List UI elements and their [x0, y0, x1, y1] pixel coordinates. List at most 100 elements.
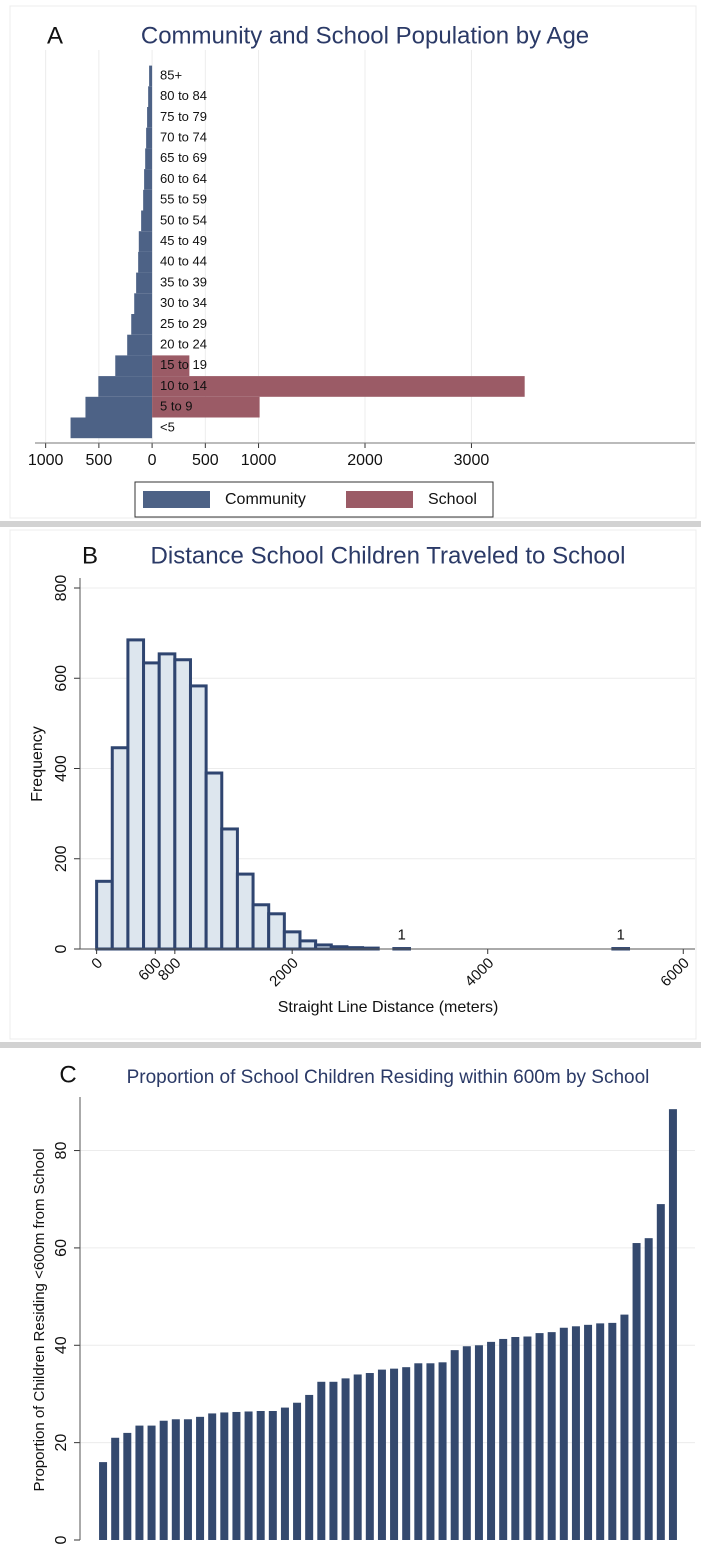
bar — [305, 1394, 314, 1540]
bar — [220, 1412, 229, 1540]
bar — [147, 1425, 156, 1540]
legend-swatch — [346, 491, 413, 508]
bar — [136, 272, 153, 294]
category-label: 10 to 14 — [160, 378, 207, 393]
category-label: 55 to 59 — [160, 192, 207, 207]
bar — [632, 1243, 641, 1540]
bar — [329, 1381, 338, 1540]
x-tick-label: 500 — [192, 452, 219, 469]
bar — [256, 1410, 265, 1540]
panel-label: B — [82, 542, 98, 569]
y-tick-label: 60 — [53, 1239, 70, 1257]
bar — [267, 912, 286, 951]
category-label: 75 to 79 — [160, 109, 207, 124]
bar — [402, 1367, 411, 1540]
bar — [487, 1341, 496, 1540]
bar — [208, 1413, 217, 1540]
category-label: 20 to 24 — [160, 336, 207, 351]
bar — [656, 1204, 665, 1540]
y-tick-label: 20 — [53, 1434, 70, 1452]
y-tick-label: 40 — [53, 1336, 70, 1354]
y-tick-label: 200 — [53, 845, 70, 872]
panel-frame — [9, 5, 697, 519]
category-label: 40 to 44 — [160, 254, 207, 269]
bar — [353, 1374, 362, 1540]
category-label: 25 to 29 — [160, 316, 207, 331]
bar — [293, 1402, 302, 1540]
bar — [142, 661, 161, 951]
bar — [535, 1333, 544, 1540]
bar — [608, 1322, 617, 1540]
value-label: 1 — [617, 927, 625, 944]
bar — [144, 169, 153, 190]
bar — [135, 1425, 144, 1540]
y-tick-label: 0 — [53, 1535, 70, 1544]
category-label: 70 to 74 — [160, 129, 207, 144]
bar — [115, 355, 153, 377]
bar — [298, 939, 318, 951]
bar — [188, 684, 208, 951]
bar — [559, 1327, 568, 1540]
bar — [547, 1332, 556, 1540]
y-axis-label: Proportion of Children Residing <600m fr… — [31, 1148, 48, 1491]
bar — [204, 771, 224, 951]
legend-label: School — [428, 491, 477, 508]
bar — [70, 417, 153, 439]
bar — [111, 1437, 120, 1540]
x-tick-label: 0 — [148, 452, 157, 469]
y-tick-label: 80 — [53, 1142, 70, 1160]
bar — [499, 1338, 508, 1540]
bar — [134, 293, 153, 314]
category-label: 45 to 49 — [160, 233, 207, 248]
bar — [282, 930, 302, 951]
x-axis-label: Straight Line Distance (meters) — [278, 999, 499, 1016]
bar — [668, 1109, 677, 1540]
chart-title: Proportion of School Children Residing w… — [127, 1067, 650, 1088]
x-tick-label: 3000 — [454, 452, 490, 469]
panel-frame — [9, 529, 697, 1040]
panel-label: C — [59, 1061, 76, 1088]
x-tick-label: 1000 — [241, 452, 277, 469]
bar — [377, 1369, 386, 1540]
bar — [511, 1336, 520, 1540]
bar — [571, 1326, 580, 1540]
bar — [596, 1323, 605, 1540]
category-label: 50 to 54 — [160, 212, 207, 227]
bar — [123, 1432, 132, 1540]
chart-title: Distance School Children Traveled to Sch… — [151, 542, 626, 569]
bar — [220, 827, 239, 951]
bar — [110, 746, 130, 951]
separator — [0, 1042, 701, 1048]
separator — [0, 521, 701, 527]
bar — [426, 1363, 435, 1540]
bar — [99, 1462, 108, 1540]
bar — [196, 1416, 205, 1540]
y-tick-label: 800 — [53, 575, 70, 602]
bar — [235, 872, 255, 951]
bar — [280, 1407, 289, 1540]
bar — [173, 658, 192, 951]
value-label: 1 — [398, 927, 406, 944]
y-tick-label: 0 — [53, 944, 70, 953]
bar — [365, 1373, 374, 1540]
bar — [644, 1238, 653, 1540]
bar — [157, 652, 177, 951]
category-label: 60 to 64 — [160, 171, 207, 186]
bar — [171, 1419, 180, 1540]
bar — [127, 334, 153, 356]
bar — [244, 1411, 253, 1540]
category-label: 85+ — [160, 67, 182, 82]
bar — [152, 376, 525, 397]
bar — [147, 107, 153, 128]
y-axis-label: Frequency — [29, 726, 46, 802]
bar — [138, 231, 153, 252]
bar — [131, 314, 153, 335]
bar — [523, 1336, 532, 1540]
bar — [232, 1411, 241, 1540]
category-label: 15 to 19 — [160, 357, 207, 372]
category-label: 30 to 34 — [160, 295, 207, 310]
y-tick-label: 600 — [53, 665, 70, 692]
bar — [145, 148, 153, 170]
